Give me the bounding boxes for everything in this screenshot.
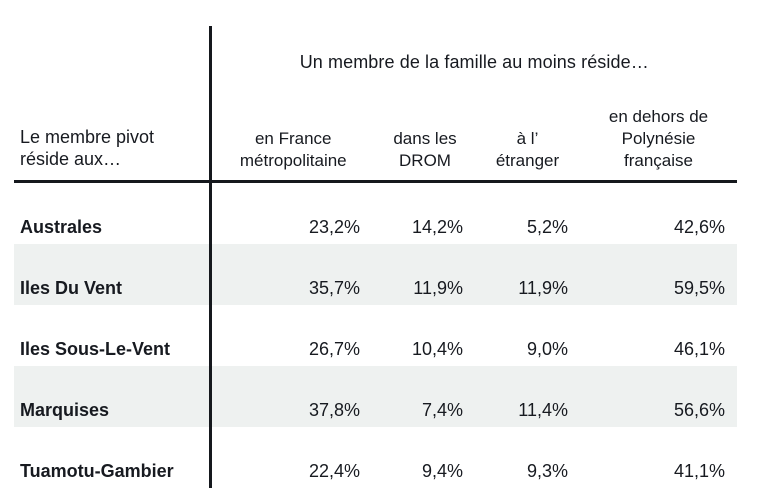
cell-value: 42,6% xyxy=(673,217,726,237)
residence-statistics-table: Le membre pivot réside aux… Un membre de… xyxy=(14,26,738,488)
column-header-france-metropolitaine: en France métropolitaine xyxy=(208,98,375,183)
cell-value: 9,3% xyxy=(526,461,568,481)
cell-value: 10,4% xyxy=(411,339,463,359)
row-label: Marquises xyxy=(14,366,210,427)
column-header-row: en France métropolitaine dans les DROM à… xyxy=(14,98,738,183)
cell-value: 46,1% xyxy=(673,339,726,359)
column-header-hors-polynesie: en dehors de Polynésie française xyxy=(580,98,738,183)
span-header-row: Le membre pivot réside aux… Un membre de… xyxy=(14,26,738,183)
cell-value: 7,4% xyxy=(375,366,475,427)
table-row-australes: Australes 23,2% 14,2% 5,2% 42,6% xyxy=(14,181,737,244)
cell-value: 59,5% xyxy=(580,244,738,305)
cell-value: 23,2% xyxy=(208,181,375,244)
row-label: Iles Sous-Le-Vent xyxy=(20,339,171,359)
row-header-label: Le membre pivot réside aux… xyxy=(14,26,210,183)
cell-value: 11,9% xyxy=(375,244,475,305)
cell-value: 9,4% xyxy=(421,461,463,481)
column-header-drom: dans les DROM xyxy=(375,98,475,183)
cell-value: 11,4% xyxy=(475,366,580,427)
cell-value: 11,9% xyxy=(475,244,580,305)
table-row-marquises: Marquises 37,8% 7,4% 11,4% 56,6% xyxy=(14,366,738,427)
cell-value: 56,6% xyxy=(580,366,738,427)
cell-value: 22,4% xyxy=(208,427,375,488)
cell-value: 14,2% xyxy=(411,217,463,237)
table-row-tuamotu-gambier: Tuamotu-Gambier 22,4% 9,4% 9,3% 41,1% xyxy=(14,427,737,488)
cell-value: 37,8% xyxy=(208,366,375,427)
cell-value: 9,0% xyxy=(526,339,568,359)
table-title: Un membre de la famille au moins réside… xyxy=(208,26,738,98)
table-row-iles-sous-le-vent: Iles Sous-Le-Vent 26,7% 10,4% 9,0% 46,1% xyxy=(14,305,737,366)
cell-value: 5,2% xyxy=(526,217,568,237)
cell-value: 41,1% xyxy=(673,461,726,481)
row-label: Iles Du Vent xyxy=(14,244,210,305)
cell-value: 26,7% xyxy=(208,305,375,366)
cell-value: 35,7% xyxy=(208,244,375,305)
column-header-etranger: à l’ étranger xyxy=(475,98,580,183)
row-label: Tuamotu-Gambier xyxy=(20,461,174,481)
row-label: Australes xyxy=(20,217,103,237)
table-row-iles-du-vent: Iles Du Vent 35,7% 11,9% 11,9% 59,5% xyxy=(14,244,738,305)
